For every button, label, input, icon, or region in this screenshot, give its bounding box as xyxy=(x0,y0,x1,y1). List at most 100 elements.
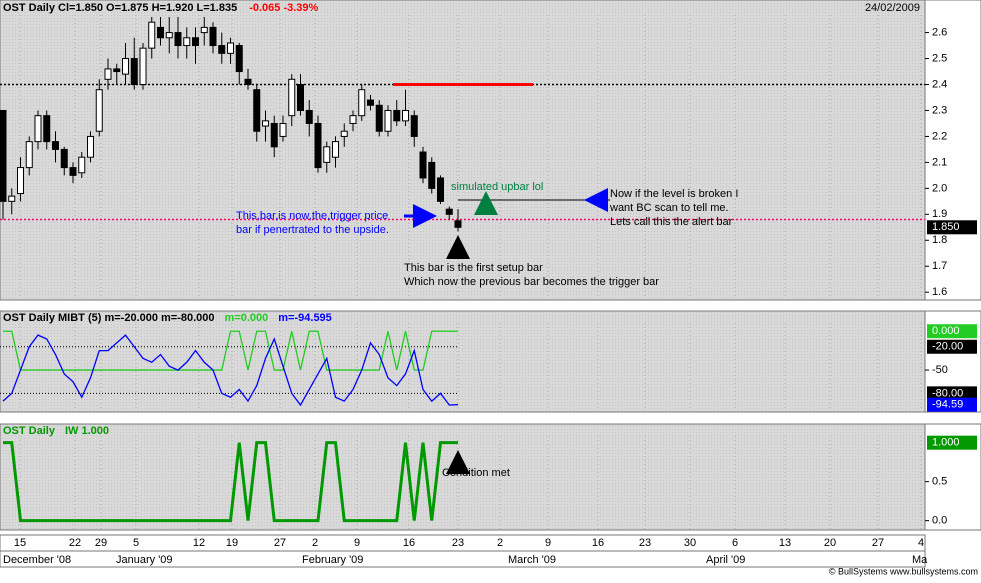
candle-body xyxy=(122,58,129,75)
candle-body xyxy=(0,109,7,202)
candle-body xyxy=(60,148,68,169)
x-day-label: 27 xyxy=(274,537,286,549)
x-day-label: 27 xyxy=(872,537,884,549)
x-day-label: 16 xyxy=(592,537,604,549)
candle-body xyxy=(332,141,339,158)
candle-body xyxy=(43,115,51,143)
y-tick-label: 0.0 xyxy=(932,515,947,527)
candle-body xyxy=(340,130,348,137)
legend-entry: m=0.000 xyxy=(225,312,269,324)
candle-body xyxy=(437,177,444,202)
x-month-label: February '09 xyxy=(302,554,363,566)
mibt-panel xyxy=(0,310,926,413)
candle-body xyxy=(253,89,261,132)
candle-body xyxy=(130,58,138,86)
annotation: Now if the level is broken I xyxy=(610,188,738,200)
annotation: want BC scan to tell me. xyxy=(609,202,729,214)
candle-body xyxy=(148,21,156,49)
x-day-label: 23 xyxy=(452,537,464,549)
y-tick-label: 0.5 xyxy=(932,476,947,488)
candle-body xyxy=(445,208,453,215)
last-label-box xyxy=(927,397,977,412)
last-label-box xyxy=(927,220,977,235)
x-day-label: 9 xyxy=(545,537,551,549)
x-day-label: 20 xyxy=(824,537,836,549)
x-day-label: 23 xyxy=(639,537,651,549)
x-day-label: 6 xyxy=(732,537,738,549)
candle-body xyxy=(375,104,383,132)
last-label: 1.850 xyxy=(932,221,960,233)
y-tick-label: 2.2 xyxy=(932,130,947,142)
candle-body xyxy=(235,45,243,73)
x-day-label: 29 xyxy=(95,537,107,549)
x-day-label: 9 xyxy=(354,537,360,549)
iw-panel xyxy=(0,423,926,531)
annotation: simulated upbar lol xyxy=(451,181,543,193)
iw-header: OST Daily IW 1.000 xyxy=(3,425,109,437)
x-month-label: March '09 xyxy=(508,554,556,566)
header-text: OST Daily xyxy=(3,425,56,437)
candle-body xyxy=(218,45,226,54)
legend-entry: IW 1.000 xyxy=(65,425,109,437)
y-tick-label: -50 xyxy=(932,364,948,376)
candle-body xyxy=(69,167,77,176)
y-tick-label: 2.3 xyxy=(932,104,947,116)
last-label: 0.000 xyxy=(932,325,960,337)
header-text: OST Daily MIBT (5) m=-20.000 m=-80.000 xyxy=(3,312,215,324)
x-day-label: 15 xyxy=(14,537,26,549)
price-header: OST Daily Cl=1.850 O=1.875 H=1.920 L=1.8… xyxy=(3,2,319,14)
y-tick-label: 1.8 xyxy=(932,234,947,246)
candle-body xyxy=(157,26,164,39)
candle-body xyxy=(95,89,103,132)
candle-body xyxy=(209,26,217,47)
candle-body xyxy=(165,32,173,39)
candle-body xyxy=(393,109,401,122)
annotation: bar if penertrated to the upside. xyxy=(236,224,389,236)
series-line xyxy=(3,330,458,371)
change-text: -0.065 -3.39% xyxy=(249,2,318,14)
x-month-label: Ma xyxy=(912,554,928,566)
annotation: Which now the previous bar becomes the t… xyxy=(404,276,659,288)
x-month-label: December '08 xyxy=(3,554,71,566)
candle-body xyxy=(192,37,199,47)
candle-body xyxy=(410,115,418,137)
x-day-label: 5 xyxy=(133,537,139,549)
x-month-label: April '09 xyxy=(706,554,745,566)
candle-body xyxy=(52,141,59,150)
x-day-label: 2 xyxy=(312,537,318,549)
series-line xyxy=(2,334,459,407)
candle-body xyxy=(419,151,427,179)
annotation: This bar is the first setup bar xyxy=(404,262,543,274)
candle-body xyxy=(428,161,436,189)
candle-body xyxy=(113,68,121,73)
header-text: OST Daily Cl=1.850 O=1.875 H=1.920 L=1.8… xyxy=(3,2,237,14)
candles xyxy=(0,17,462,232)
candle-body xyxy=(227,42,234,54)
last-label-box xyxy=(927,324,977,339)
footer: © BullSystems www.bullsystems.com xyxy=(829,566,978,576)
annotation: Lets call this the alert bar xyxy=(610,216,733,228)
candle-body xyxy=(8,195,16,202)
annotation: Condition met xyxy=(442,467,510,479)
candle-body xyxy=(25,141,33,169)
candle-body xyxy=(244,78,252,86)
y-tick-label: 2.5 xyxy=(932,52,947,64)
level-label-box xyxy=(927,386,977,401)
candle-body xyxy=(305,109,313,124)
candle-body xyxy=(87,135,94,158)
y-tick-label: 2.1 xyxy=(932,156,947,168)
level-label: -80.00 xyxy=(932,387,963,399)
candle-body xyxy=(314,122,322,169)
candle-body xyxy=(349,115,357,124)
x-day-label: 2 xyxy=(497,537,503,549)
annotation: This,bar,is now,the,trigger price xyxy=(236,210,388,222)
candle-body xyxy=(279,122,287,137)
series-line xyxy=(3,441,458,523)
last-label-box xyxy=(927,435,977,450)
candle-body xyxy=(139,47,147,86)
candle-body xyxy=(78,156,86,174)
price-panel xyxy=(0,0,926,301)
candle-body xyxy=(297,84,304,111)
price-axis xyxy=(924,0,981,301)
